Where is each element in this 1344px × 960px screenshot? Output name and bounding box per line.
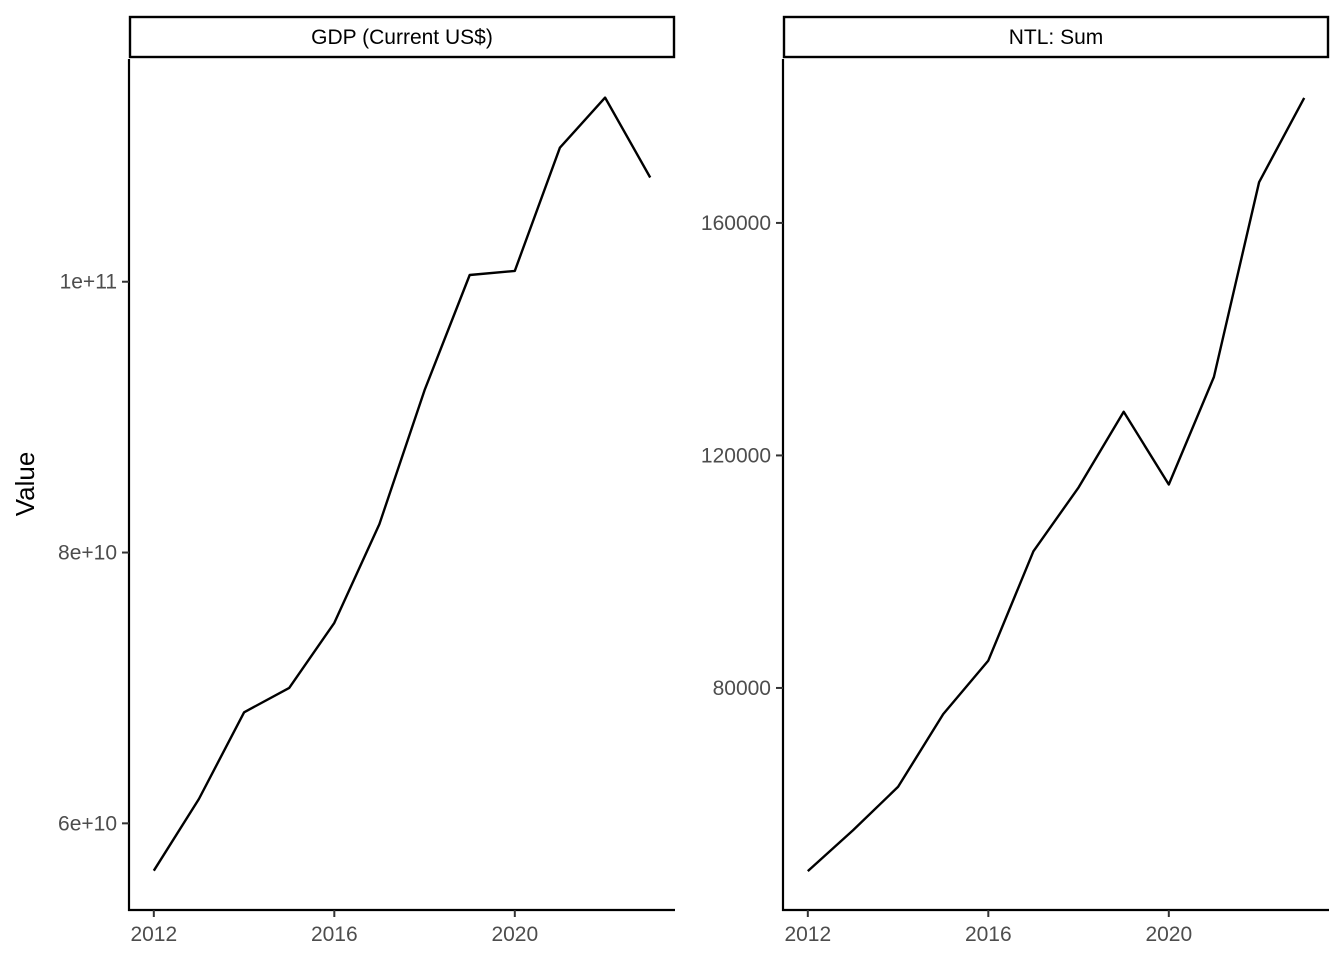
- panel-1: GDP (Current US$) 6e+10 8e+10 1e+11 2012 2016…: [58, 15, 676, 946]
- panel-strip-label: GDP (Current US$): [311, 26, 493, 49]
- y-tick-label: 1e+11: [60, 271, 117, 294]
- panels: GDP (Current US$) 6e+10 8e+10 1e+11 2012 2016…: [58, 15, 1330, 946]
- y-tick-label: 6e+10: [58, 812, 117, 835]
- y-tick-label: 120000: [701, 444, 771, 467]
- series-line: [806, 97, 1306, 872]
- panel-2: NTL: Sum 80000 120000 160000 2012 2016 2020: [701, 15, 1330, 946]
- x-tick-label: 2016: [965, 923, 1012, 946]
- panel-strip-label: NTL: Sum: [1009, 26, 1104, 49]
- x-tick-label: 2020: [491, 923, 538, 946]
- x-tick-label: 2012: [130, 923, 177, 946]
- panel-strip: [128, 15, 676, 59]
- y-tick-label: 8e+10: [58, 542, 117, 565]
- x-tick-label: 2020: [1145, 923, 1192, 946]
- x-tick-label: 2016: [311, 923, 358, 946]
- y-axis-title: Value: [10, 452, 40, 517]
- series-line: [152, 96, 652, 872]
- x-tick-label: 2012: [784, 923, 831, 946]
- y-tick-label: 160000: [701, 212, 771, 235]
- panel-strip: [782, 15, 1330, 59]
- y-tick-label: 80000: [713, 677, 771, 700]
